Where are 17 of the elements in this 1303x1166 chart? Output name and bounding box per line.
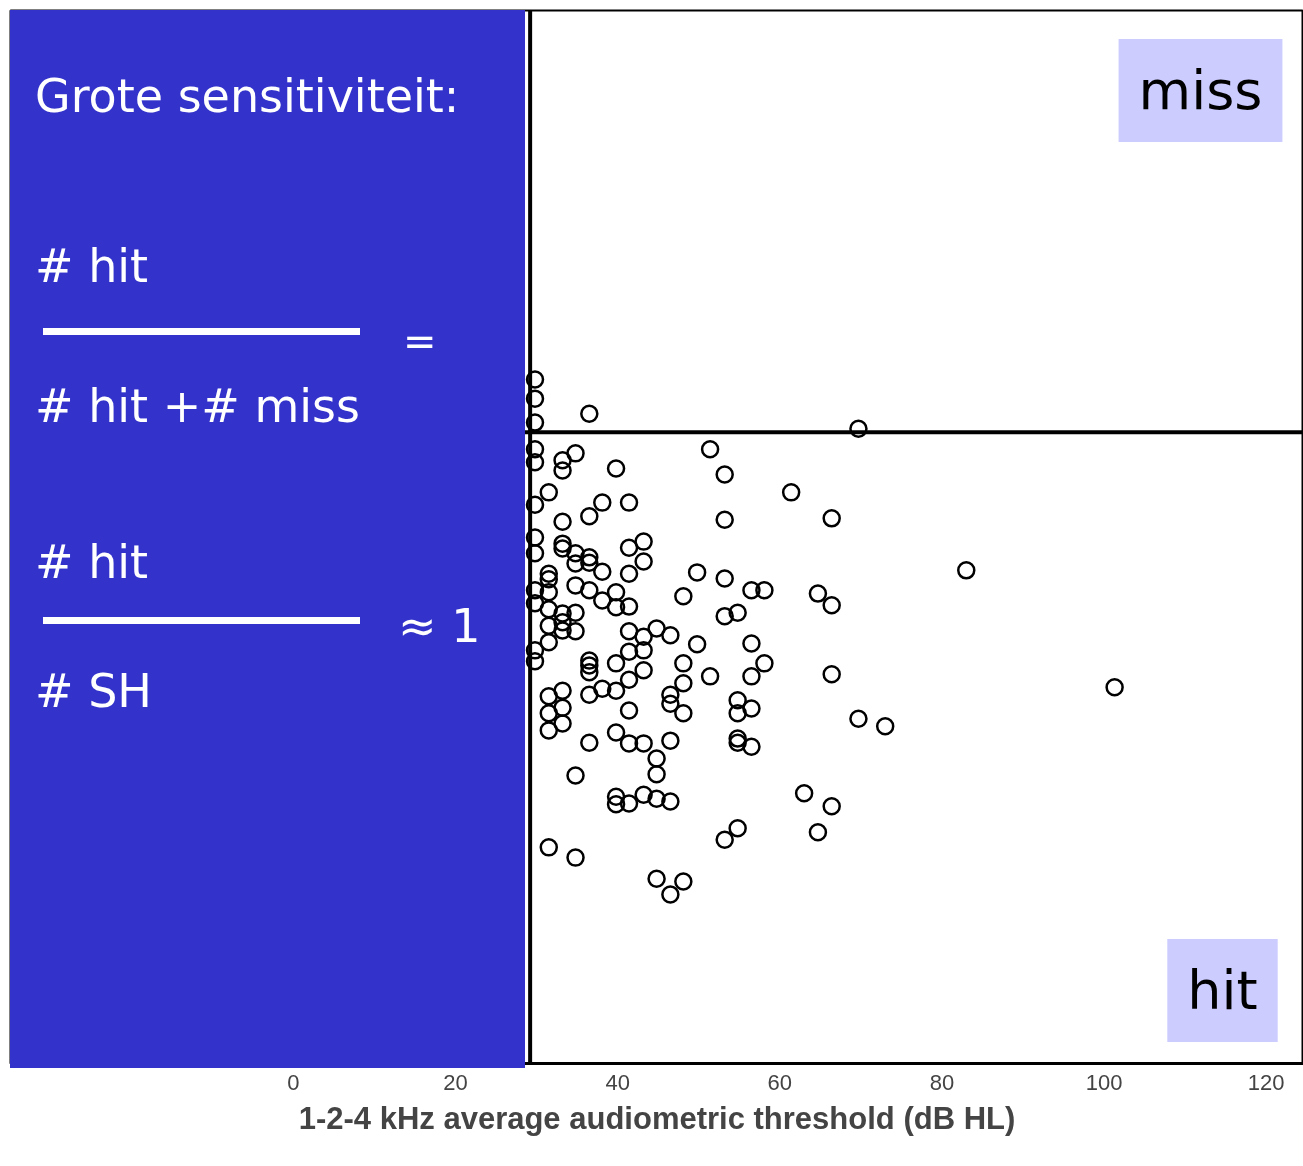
text: = bbox=[403, 318, 437, 364]
x-tick-label: 120 bbox=[1247, 1069, 1285, 1095]
text: miss bbox=[1138, 59, 1263, 122]
x-axis-title: 1-2-4 kHz average audiometric threshold (dB HL) bbox=[298, 1100, 1016, 1136]
text: # hit bbox=[35, 239, 149, 293]
text: Grote sensitiviteit: bbox=[35, 69, 460, 123]
x-tick-label: 20 bbox=[443, 1069, 468, 1095]
annotation: # SH bbox=[35, 664, 152, 719]
annotation: hit bbox=[1187, 959, 1258, 1022]
annotation: # hit +# miss bbox=[35, 379, 360, 434]
annotation: ≈ 1 bbox=[398, 599, 481, 654]
x-tick-label: 40 bbox=[605, 1069, 630, 1095]
annotation: # hit bbox=[35, 535, 149, 590]
x-tick-label: 0 bbox=[287, 1069, 300, 1095]
x-tick-label: 60 bbox=[767, 1069, 793, 1095]
x-tick-label: 100 bbox=[1085, 1069, 1123, 1095]
x-tick-label: 80 bbox=[929, 1069, 955, 1095]
